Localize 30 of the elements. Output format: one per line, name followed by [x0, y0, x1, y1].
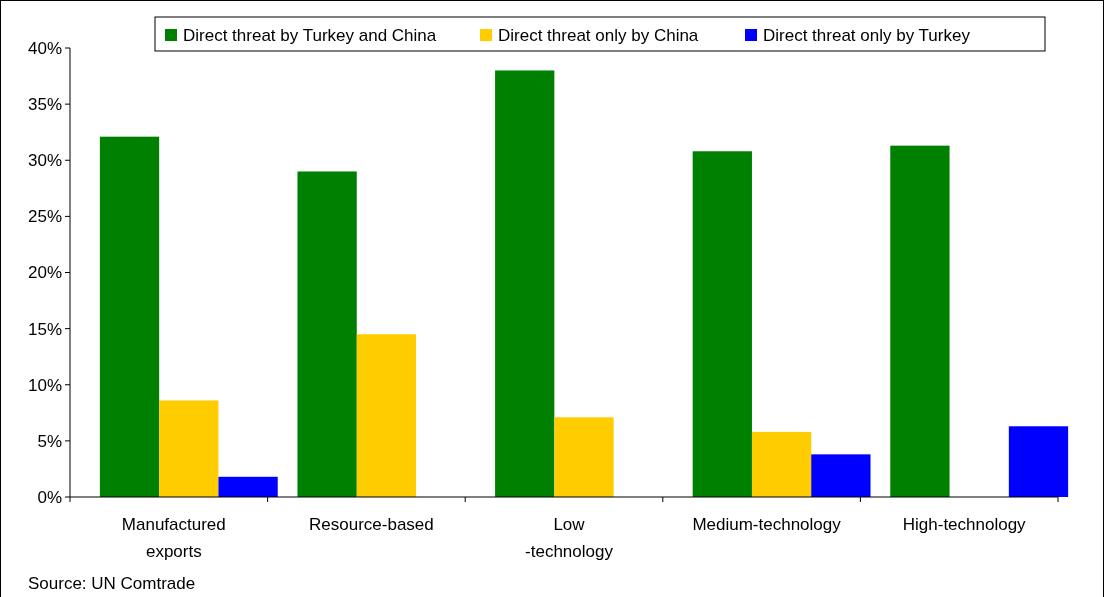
bar	[751, 431, 812, 497]
bar	[1008, 426, 1069, 497]
bar	[297, 171, 357, 497]
y-tick-label: 0%	[37, 487, 62, 507]
y-tick-label: 20%	[27, 263, 62, 283]
bar	[890, 145, 950, 497]
y-tick-label: 10%	[27, 375, 62, 395]
x-tick-label: Low -technology	[525, 515, 614, 561]
y-tick-label: 35%	[27, 95, 62, 115]
source-note: Source: UN Comtrade	[28, 574, 196, 593]
y-tick-label: 30%	[27, 151, 62, 171]
y-tick-label: 40%	[27, 38, 62, 58]
legend-label: Direct threat by Turkey and China	[183, 25, 437, 45]
bar	[495, 70, 555, 497]
x-tick-label: Medium-technology	[692, 515, 842, 534]
bar	[218, 476, 278, 497]
bar	[356, 334, 417, 497]
x-tick-label: Resource-based	[309, 515, 434, 534]
y-tick-label: 5%	[37, 431, 62, 451]
bar	[554, 417, 614, 497]
x-tick-label: High-technology	[902, 515, 1027, 534]
legend-label: Direct threat only by Turkey	[763, 25, 971, 45]
bar	[692, 151, 752, 497]
bar	[811, 454, 871, 497]
legend-label: Direct threat only by China	[498, 25, 699, 45]
x-tick-label: Manufactured exports	[121, 515, 226, 561]
y-tick-label: 15%	[27, 319, 62, 339]
bar	[159, 400, 219, 497]
bar	[99, 136, 160, 497]
y-tick-label: 25%	[27, 207, 62, 227]
